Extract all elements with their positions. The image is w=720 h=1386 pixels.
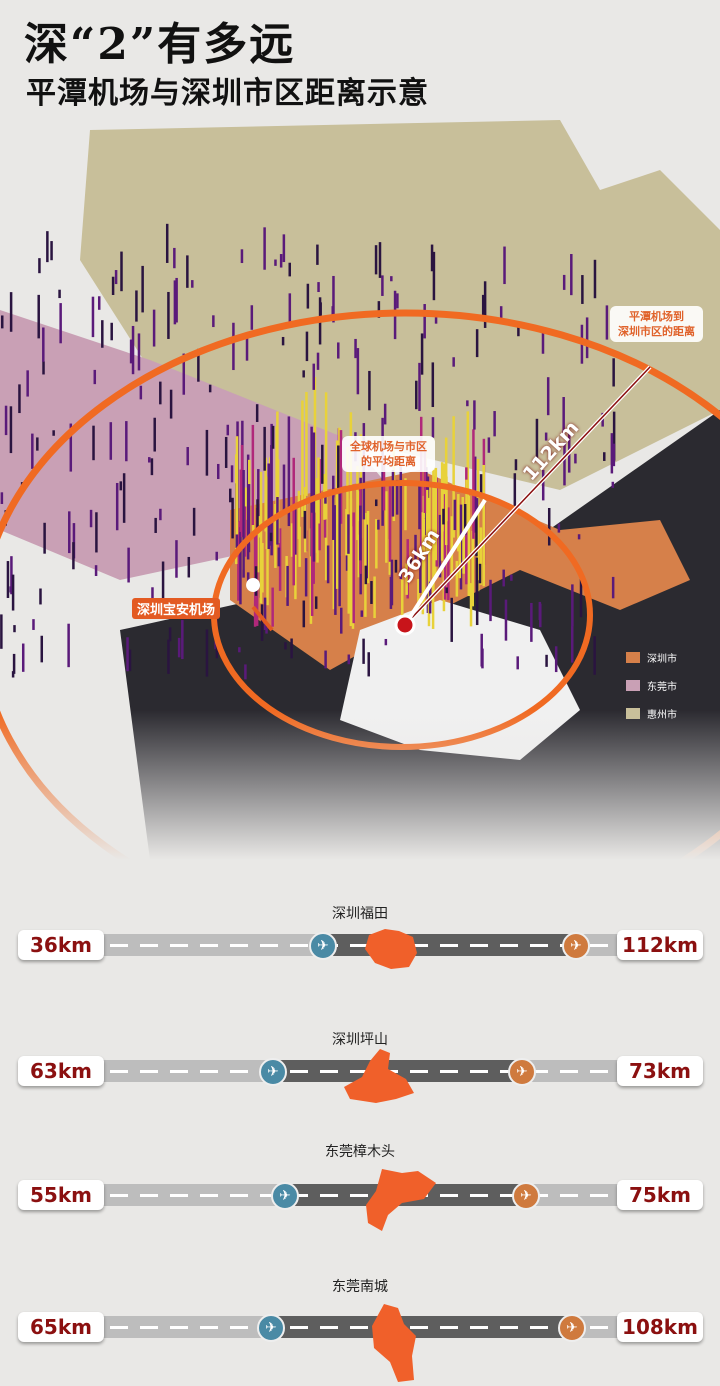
map-legend: 深圳市 东莞市 惠州市: [626, 650, 677, 734]
right-distance: 108km: [617, 1312, 703, 1342]
left-distance: 36km: [18, 930, 104, 960]
callout-outer-line2: 深圳市区的距离: [618, 325, 695, 338]
airplane-icon-orange: ✈: [508, 1058, 536, 1086]
airplane-icon-blue: ✈: [257, 1314, 285, 1342]
callout-inner-line2: 的平均距离: [361, 455, 416, 468]
airplane-icon-orange: ✈: [512, 1182, 540, 1210]
district-name: 深圳坪山: [332, 1032, 388, 1048]
legend-label: 惠州市: [647, 710, 677, 721]
callout-outer-line1: 平潭机场到: [629, 310, 684, 323]
legend-item-dongguan: 东莞市: [626, 678, 677, 693]
district-name: 东莞樟木头: [325, 1144, 395, 1160]
airplane-icon-orange: ✈: [562, 932, 590, 960]
page-title: 深“2”有多远: [24, 19, 296, 70]
left-distance: 65km: [18, 1312, 104, 1342]
airplane-icon-blue: ✈: [271, 1182, 299, 1210]
district-shape: [365, 929, 417, 969]
district-shape: [372, 1304, 416, 1382]
airplane-icon-orange: ✈: [558, 1314, 586, 1342]
comparison-row: 深圳坪山 ✈ ✈ 63km 73km: [0, 1029, 720, 1119]
legend-label: 东莞市: [647, 682, 677, 693]
district-name: 深圳福田: [332, 906, 388, 922]
district-name: 东莞南城: [332, 1279, 388, 1295]
left-distance: 63km: [18, 1056, 104, 1086]
district-shape: [366, 1169, 436, 1231]
legend-item-huizhou: 惠州市: [626, 706, 677, 721]
airplane-icon-blue: ✈: [259, 1058, 287, 1086]
distance-map: [0, 110, 720, 860]
callout-outer: 平潭机场到 深圳市区的距离: [610, 306, 703, 342]
right-distance: 112km: [617, 930, 703, 960]
page-subtitle: 平潭机场与深圳市区距离示意: [26, 76, 429, 111]
left-distance: 55km: [18, 1180, 104, 1210]
district-shape: [344, 1049, 414, 1103]
airport-label: 深圳宝安机场: [132, 598, 221, 619]
airplane-icon-blue: ✈: [309, 932, 337, 960]
right-distance: 75km: [617, 1180, 703, 1210]
legend-item-shenzhen: 深圳市: [626, 650, 677, 665]
legend-label: 深圳市: [647, 654, 677, 665]
callout-inner: 全球机场与市区 的平均距离: [342, 436, 435, 472]
callout-inner-line1: 全球机场与市区: [350, 440, 427, 453]
comparison-row: 东莞樟木头 ✈ ✈ 55km 75km: [0, 1141, 720, 1231]
comparison-row: 深圳福田 ✈ ✈ 36km 112km: [0, 903, 720, 993]
comparison-row: 东莞南城 ✈ ✈ 65km 108km: [0, 1276, 720, 1382]
right-distance: 73km: [617, 1056, 703, 1086]
